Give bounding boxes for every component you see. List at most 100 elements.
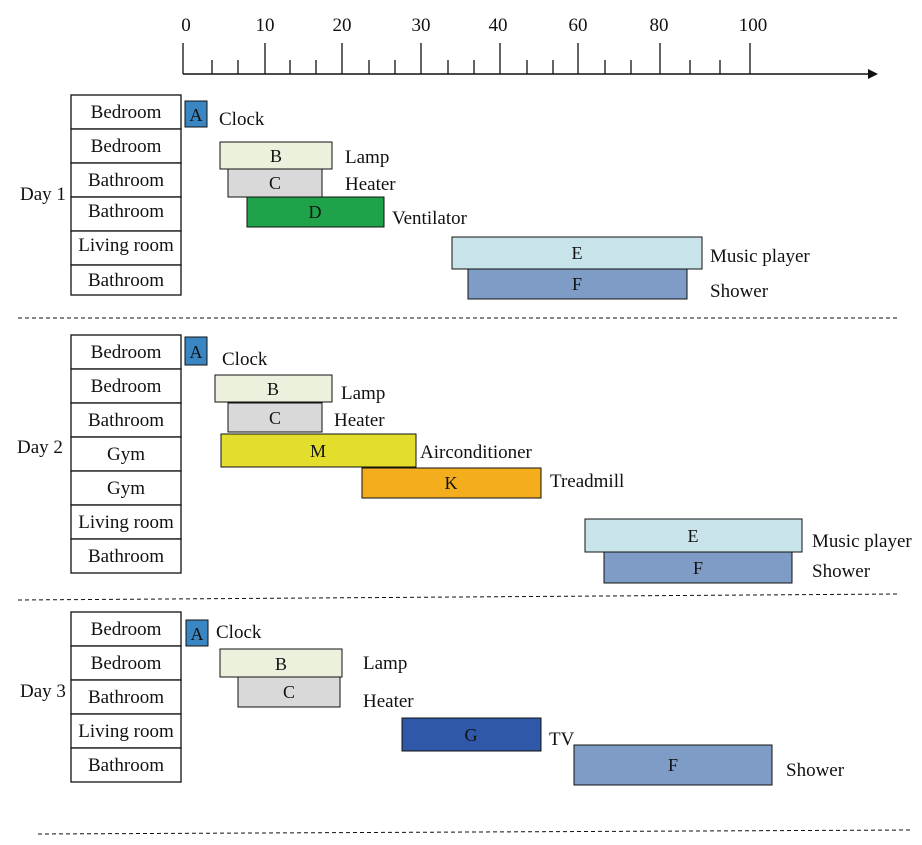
room-cell — [70, 747, 182, 783]
bar-lamp — [214, 374, 333, 403]
room-table: Bedroom Bedroom Bathroom Living room Bat… — [70, 611, 182, 783]
bar-device-name: Music player — [710, 246, 810, 267]
bar-code: C — [269, 173, 281, 193]
bar-device-name: Heater — [334, 410, 385, 431]
room-label: Bathroom — [88, 546, 164, 567]
room-cell — [70, 611, 182, 647]
bar-clock — [184, 100, 208, 128]
bar-device-name: Clock — [216, 622, 262, 643]
bar-music-player — [451, 236, 703, 270]
bar-ventilator — [246, 196, 385, 228]
tick-label-100: 100 — [739, 15, 768, 36]
bar-code: B — [275, 654, 287, 674]
room-label: Bedroom — [91, 653, 162, 674]
bar-tv — [401, 717, 542, 752]
bar-device-name: Lamp — [363, 653, 407, 674]
bar-device-name: Clock — [219, 109, 265, 130]
room-label: Bathroom — [88, 170, 164, 191]
tick-label-10: 10 — [256, 15, 275, 36]
room-cell — [70, 504, 182, 540]
bar-device-name: Shower — [812, 561, 871, 582]
bar-code: F — [572, 274, 582, 294]
bar-airconditioner — [220, 433, 417, 468]
bar-code: A — [190, 342, 203, 362]
room-label: Gym — [107, 478, 145, 499]
bar-code: B — [270, 146, 282, 166]
room-label: Bathroom — [88, 687, 164, 708]
room-label: Bedroom — [91, 619, 162, 640]
time-axis: 0 10 20 30 40 60 80 100 — [181, 15, 878, 79]
day-3-section: Day 3 Bedroom Bedroom Bathroom Living ro… — [20, 611, 845, 786]
room-cell — [70, 196, 182, 232]
room-cell — [70, 470, 182, 506]
room-cell — [70, 264, 182, 296]
room-label: Bathroom — [88, 410, 164, 431]
bar-clock — [185, 619, 209, 647]
day-label: Day 2 — [17, 437, 63, 458]
tick-label-30: 30 — [412, 15, 431, 36]
tick-label-0: 0 — [181, 15, 191, 36]
room-cell — [70, 402, 182, 438]
room-cell — [70, 645, 182, 681]
bar-code: E — [688, 526, 699, 546]
room-cell — [70, 436, 182, 472]
day-separator — [37, 829, 913, 835]
room-label: Living room — [78, 721, 174, 742]
bar-code: F — [668, 755, 678, 775]
bar-device-name: Lamp — [345, 147, 389, 168]
bar-code: B — [267, 379, 279, 399]
room-label: Living room — [78, 512, 174, 533]
bar-device-name: Ventilator — [392, 208, 468, 229]
room-cell — [70, 162, 182, 198]
bar-device-name: Treadmill — [550, 471, 624, 492]
room-cell — [70, 94, 182, 130]
bar-code: A — [191, 624, 204, 644]
room-cell — [70, 128, 182, 164]
room-label: Bedroom — [91, 376, 162, 397]
bar-clock — [184, 336, 208, 366]
room-table: Bedroom Bedroom Bathroom Bathroom Living… — [70, 94, 182, 296]
day-label: Day 1 — [20, 184, 66, 205]
axis-arrowhead — [868, 69, 878, 79]
bar-shower — [573, 744, 773, 786]
bar-code: A — [190, 105, 203, 125]
tick-label-20: 20 — [333, 15, 352, 36]
room-label: Bedroom — [91, 342, 162, 363]
room-label: Bedroom — [91, 102, 162, 123]
bar-code: C — [269, 408, 281, 428]
bar-code: C — [283, 682, 295, 702]
bar-device-name: TV — [549, 729, 575, 750]
bar-device-name: Shower — [710, 281, 769, 302]
bar-code: K — [445, 473, 458, 493]
bar-treadmill — [361, 467, 542, 499]
room-label: Bathroom — [88, 201, 164, 222]
bar-device-name: Heater — [345, 174, 396, 195]
day-label: Day 3 — [20, 681, 66, 702]
bar-device-name: Airconditioner — [420, 442, 533, 463]
bar-device-name: Music player — [812, 531, 912, 552]
day-separator — [17, 593, 899, 601]
room-cell — [70, 334, 182, 370]
bar-code: D — [309, 202, 322, 222]
tick-label-80: 80 — [650, 15, 669, 36]
bar-code: G — [465, 725, 478, 745]
day-1-section: Day 1 Bedroom Bedroom Bathroom Bathroom … — [20, 94, 810, 302]
bar-shower — [603, 551, 793, 584]
room-label: Bathroom — [88, 755, 164, 776]
day-2-section: Day 2 Bedroom Bedroom Bathroom Gym Gym L… — [17, 334, 912, 584]
tick-label-60: 60 — [569, 15, 588, 36]
axis-ticks — [182, 43, 751, 74]
room-cell — [70, 538, 182, 574]
bar-heater — [227, 168, 323, 198]
bar-heater — [227, 402, 323, 433]
tick-label-40: 40 — [489, 15, 508, 36]
room-label: Gym — [107, 444, 145, 465]
bar-lamp — [219, 648, 343, 678]
room-label: Bathroom — [88, 270, 164, 291]
room-cell — [70, 713, 182, 749]
bar-device-name: Lamp — [341, 383, 385, 404]
room-cell — [70, 368, 182, 404]
bar-device-name: Heater — [363, 691, 414, 712]
bar-music-player — [584, 518, 803, 553]
